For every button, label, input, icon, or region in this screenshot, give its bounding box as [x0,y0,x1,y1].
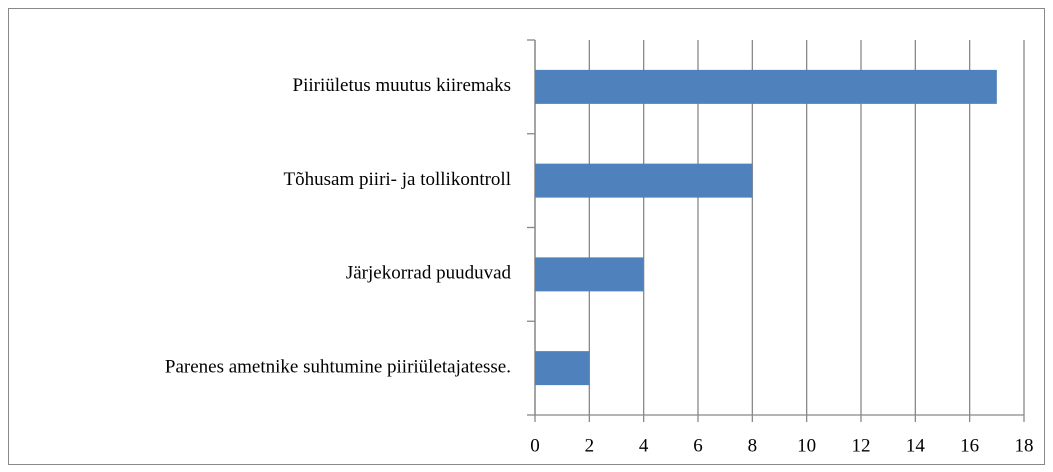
y-tick-label: Piiriületus muutus kiiremaks [293,75,512,96]
x-tick-label: 2 [585,435,595,456]
x-tick-label: 10 [797,435,816,456]
y-tick-label: Järjekorrad puuduvad [346,263,512,284]
x-tick-label: 12 [852,435,871,456]
x-tick-label: 14 [906,435,926,456]
x-tick-label: 8 [748,435,758,456]
bar [535,69,997,104]
y-tick-label: Tõhusam piiri- ja tollikontroll [284,169,511,190]
bar [535,163,753,198]
x-tick-label: 18 [1015,435,1034,456]
y-tick-label: Parenes ametnike suhtumine piiriületajat… [165,356,511,377]
x-tick-label: 4 [639,435,649,456]
bar [535,351,590,386]
x-tick-label: 6 [693,435,703,456]
bar [535,257,644,292]
x-tick-label: 16 [960,435,979,456]
x-tick-label: 0 [530,435,540,456]
